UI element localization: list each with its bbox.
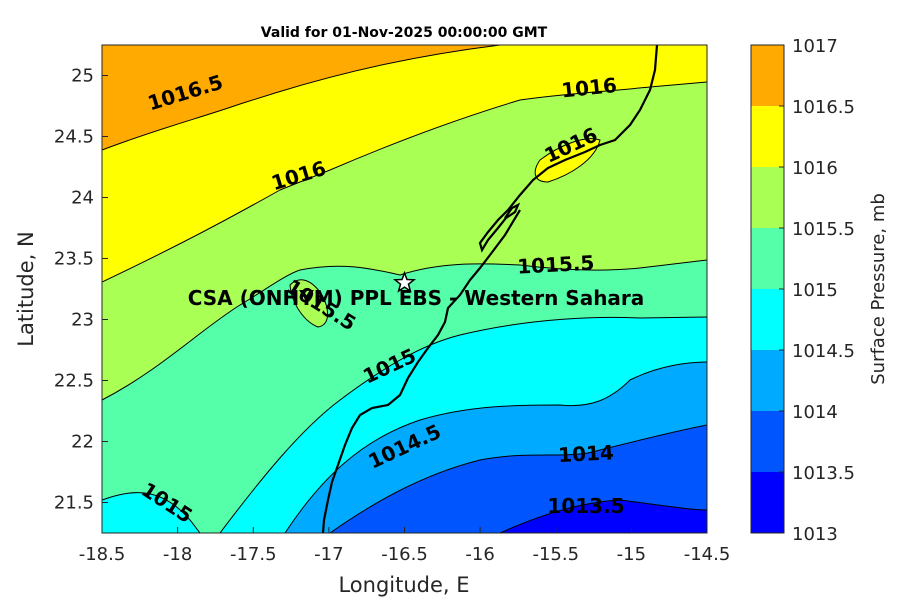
y-tick-label: 24.5 [54,127,94,148]
y-axis-label: Latitude, N [14,231,38,347]
x-tick-label: -18 [163,544,192,565]
y-tick-label: 22.5 [54,371,94,392]
colorbar-swatch [751,167,784,228]
colorbar-tick-label: 1013 [792,524,838,545]
y-tick-label: 22 [71,432,94,453]
band-1015.5-island [290,279,328,327]
colorbar-tick-label: 1016.5 [792,97,855,118]
contour-line [102,259,707,401]
contour-label: 1016 [560,73,618,103]
colorbar-swatch [751,228,784,289]
y-tick-label: 23 [71,310,94,331]
colorbar-swatch [751,45,784,106]
x-tick-label: -15 [617,544,646,565]
x-axis-label: Longitude, E [338,573,469,597]
contour-lines [102,45,707,533]
coastline [321,45,659,533]
x-tick-label: -16.5 [381,544,428,565]
contour-line [534,138,601,183]
contour-label: 1014 [558,440,615,467]
colorbar-tick-label: 1017 [792,36,838,57]
x-axis-ticks: -18.5 -18 -17.5 -17 -16.5 -16 -15.5 -15 -14.5 [79,527,731,565]
colorbar-swatch [751,472,784,533]
site-label: CSA (ONHYM) PPL EBS - Western Sahara [188,286,645,310]
y-axis-ticks: 21.5 22 22.5 23 23.5 24 24.5 25 [54,66,108,514]
colorbar-swatch [751,106,784,167]
y-tick-label: 23.5 [54,249,94,270]
chart-title: Valid for 01-Nov-2025 00:00:00 GMT [261,25,548,41]
colorbar-tick-label: 1013.5 [792,463,855,484]
colorbar-tick-label: 1015 [792,280,838,301]
band-1013-1013.5 [500,500,707,533]
contour-line [289,279,328,328]
y-tick-label: 25 [71,66,94,87]
x-tick-label: -18.5 [79,544,126,565]
band-1014.5-lobe [102,492,200,533]
contour-line [102,45,501,151]
colorbar: 1013 1013.5 1014 1014.5 1015 1015.5 1016 1016.5… [750,36,855,545]
colorbar-swatch [751,411,784,472]
colorbar-tick-label: 1014 [792,402,838,423]
band-1016-island [535,138,600,182]
x-tick-label: -14.5 [684,544,731,565]
colorbar-tick-label: 1016 [792,158,838,179]
pressure-field [102,45,707,533]
contour-line [329,424,707,533]
colorbar-label: Surface Pressure, mb [868,193,889,385]
x-tick-label: -15.5 [532,544,579,565]
colorbar-swatch [751,350,784,411]
x-tick-label: -17.5 [230,544,277,565]
colorbar-tick-label: 1014.5 [792,341,855,362]
colorbar-tick-label: 1015.5 [792,219,855,240]
contour-line [284,361,707,533]
contour-line [102,492,201,533]
contour-line [219,316,707,533]
y-tick-label: 24 [71,188,94,209]
contour-label: 1015.5 [517,251,595,279]
site-marker-star-icon [392,270,417,293]
x-tick-label: -17 [314,544,343,565]
contour-line [102,81,707,283]
y-tick-label: 21.5 [54,493,94,514]
contour-label: 1013.5 [547,494,624,518]
x-tick-label: -16 [465,544,494,565]
colorbar-swatch [751,289,784,350]
contour-line [499,499,707,533]
